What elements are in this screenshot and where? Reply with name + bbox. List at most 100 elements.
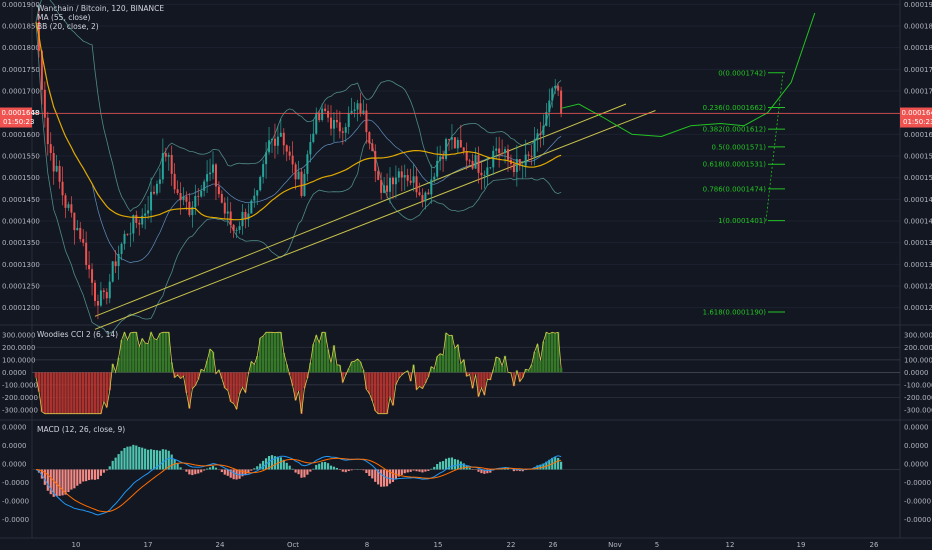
candle [477, 155, 480, 173]
candle [58, 165, 61, 182]
candle [94, 282, 96, 301]
candle [495, 148, 498, 151]
time-tick-label: 15 [434, 541, 443, 549]
candle [492, 150, 495, 168]
candle [453, 137, 456, 149]
candle [374, 151, 377, 172]
candle [126, 233, 129, 235]
candle [545, 111, 548, 126]
candle [332, 119, 335, 129]
cci-tick-label: 300.0000 [904, 331, 932, 339]
time-tick-label: Oct [287, 541, 299, 549]
macd-tick-label: 0.0000 [2, 442, 27, 450]
candle [271, 138, 273, 141]
candle [501, 152, 504, 154]
macd-tick-label: -0.0000 [2, 516, 29, 524]
candle [135, 214, 138, 223]
candle [167, 155, 170, 157]
price-projection[interactable] [560, 12, 816, 138]
symbol-title[interactable]: Wanchain / Bitcoin, 120, BINANCE [37, 4, 165, 13]
candle [85, 242, 88, 265]
price-tick-label: 0.0001700 [2, 88, 40, 96]
candle [102, 290, 105, 293]
right-price-axis[interactable]: 0.0001900 0.0001850 0.0001800 0.0001750 0.00… [904, 1, 932, 312]
candle [120, 243, 123, 254]
macd-legend[interactable]: MACD (12, 26, close, 9) [37, 425, 126, 434]
candle [282, 132, 285, 146]
moving-average [35, 21, 562, 221]
fibonacci-levels[interactable]: 0(0.0001742) 0.236(0.0001662) 0.382(0.0001… [703, 69, 785, 317]
candle [412, 176, 415, 183]
candle [244, 211, 247, 220]
price-tag-left [0, 107, 32, 128]
candle [235, 229, 238, 231]
candle [247, 213, 250, 220]
cci-tick-label: 300.0000 [2, 331, 35, 339]
candle [403, 175, 406, 178]
candle [356, 103, 359, 110]
ma-legend[interactable]: MA (55, close) [37, 13, 91, 22]
candle [542, 125, 545, 135]
candle [117, 253, 120, 267]
candle [474, 155, 477, 169]
candle [250, 200, 253, 214]
candle [82, 239, 85, 243]
price-tick-label: 0.0001300 [904, 261, 932, 269]
candle [203, 181, 206, 191]
time-tick-label: 12 [726, 541, 735, 549]
candle [383, 185, 386, 193]
candle [551, 88, 554, 101]
candle [524, 154, 527, 166]
candle [67, 204, 70, 208]
candle [182, 196, 185, 201]
price-tag-countdown: 01:50:23 [903, 118, 932, 126]
candle [327, 110, 330, 118]
macd-tick-label: 0.0000 [904, 424, 929, 432]
candle [486, 167, 489, 176]
candle [55, 165, 58, 172]
cci-tick-label: 0.0000 [904, 369, 929, 377]
fib-label: 0.382(0.0001612) [703, 126, 767, 134]
candle [406, 175, 409, 181]
candle [158, 179, 161, 184]
candle [527, 154, 530, 156]
candle [539, 133, 542, 135]
candle [155, 183, 158, 194]
candle [397, 171, 400, 178]
candle [253, 195, 256, 201]
candle [70, 204, 73, 213]
cci-tick-label: -100.0000 [2, 381, 38, 389]
candle [176, 189, 179, 193]
price-tick-label: 0.0001350 [904, 239, 932, 247]
price-tick-label: 0.0001450 [904, 196, 932, 204]
price-tick-label: 0.0001750 [2, 66, 40, 74]
candle [268, 140, 271, 153]
candle [265, 152, 268, 165]
candle [409, 180, 412, 183]
time-axis[interactable]: 10 17 24 Oct 8 15 22 26 Nov 5 12 19 26 [72, 541, 879, 549]
cci-legend[interactable]: Woodies CCI 2 (6, 14) [37, 330, 119, 339]
candle [512, 164, 515, 173]
candle [498, 148, 501, 153]
price-tick-label: 0.0001700 [904, 88, 932, 96]
cci-tick-label: 100.0000 [904, 356, 932, 364]
candle [291, 155, 294, 165]
candle [285, 145, 288, 152]
candle [153, 191, 155, 194]
candle [353, 109, 356, 111]
candle [91, 269, 94, 283]
macd-signal-line [35, 457, 562, 513]
candle [73, 212, 76, 231]
candle [362, 110, 365, 114]
fib-label: 1(0.0001401) [718, 217, 766, 225]
bb-legend[interactable]: BB (20, close, 2) [37, 22, 99, 31]
candle [147, 210, 150, 214]
cci-tick-label: -300.0000 [904, 406, 932, 414]
candle [123, 233, 126, 244]
cci-pane: 300.0000 300.0000 200.0000 200.0000 100.0000… [2, 331, 932, 414]
candle [88, 264, 91, 270]
fib-label: 0.236(0.0001662) [703, 104, 767, 112]
time-tick-label: 24 [216, 541, 225, 549]
